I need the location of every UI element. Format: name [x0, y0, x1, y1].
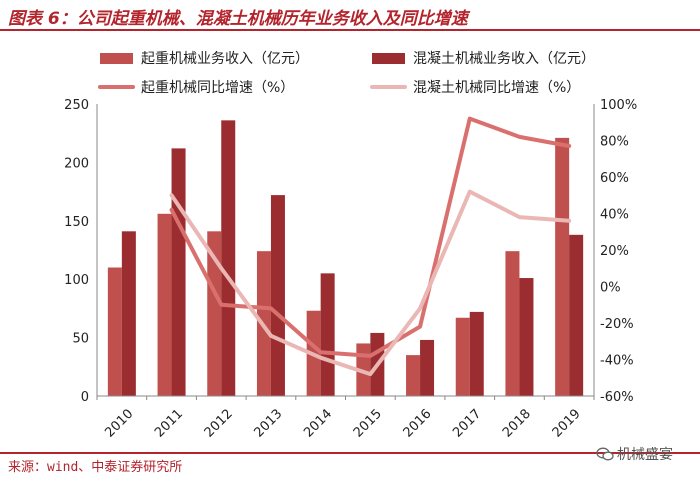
x-tick-label: 2014 [301, 407, 335, 441]
y-left-tick-label: 100 [64, 273, 89, 288]
source-note: 来源：wind、中泰证券研究所 [8, 460, 183, 475]
footer-rule [0, 452, 700, 454]
line-crane-growth [169, 116, 572, 358]
bar-crane-2019 [555, 137, 570, 396]
line-layer [169, 116, 572, 377]
bar-crane-2017 [455, 317, 470, 396]
bar-concrete-2016 [420, 339, 435, 396]
bar-concrete-2013 [270, 195, 285, 396]
bar-concrete-2018 [519, 278, 534, 396]
bar-concrete-2014 [320, 273, 335, 396]
x-tick-label: 2013 [251, 407, 285, 441]
bar-concrete-2011 [171, 148, 186, 396]
y-right-tick-label: 60% [600, 171, 629, 186]
x-tick-label: 2012 [202, 407, 236, 441]
y-left-tick-label: 50 [72, 332, 89, 347]
legend-label: 起重机械业务收入（亿元） [141, 51, 309, 67]
x-tick-label: 2019 [550, 407, 584, 441]
y-right-tick-label: 20% [600, 244, 629, 259]
y-right-tick-label: 100% [600, 98, 637, 113]
y-left-tick-label: 0 [81, 390, 89, 405]
bar-crane-2018 [505, 251, 520, 396]
legend-swatch-bar [100, 53, 133, 64]
y-right-tick-label: 80% [600, 135, 629, 150]
y-right-tick-label: -60% [600, 390, 634, 405]
x-tick-label: 2015 [351, 407, 385, 441]
bar-concrete-2010 [121, 231, 136, 396]
chart-title: 图表 6：公司起重机械、混凝土机械历年业务收入及同比增速 [8, 9, 468, 29]
title-rule [0, 29, 700, 31]
y-right-tick-label: 40% [600, 208, 629, 223]
line-concrete-growth [169, 189, 572, 377]
legend-label: 混凝土机械同比增速（%） [413, 80, 580, 96]
bar-concrete-2012 [221, 120, 236, 397]
axes-layer: 0 50 100 150 200 250 -60% -40% -20% 0% 20% 40% 60% 80… [64, 98, 637, 441]
x-tick-label: 2011 [152, 407, 186, 441]
bar-crane-2010 [107, 267, 122, 396]
x-tick-label: 2010 [102, 407, 136, 441]
y-right-tick-label: -40% [600, 354, 634, 369]
y-right-tick-label: 0% [600, 281, 621, 296]
x-tick-label: 2017 [450, 407, 484, 441]
y-left-tick-label: 150 [64, 215, 89, 230]
watermark: 机械盛宴 [596, 444, 673, 464]
legend-swatch-bar [372, 53, 405, 64]
bar-concrete-2019 [569, 234, 584, 396]
bar-concrete-2017 [469, 311, 484, 396]
y-left-tick-label: 250 [64, 98, 89, 113]
legend-label: 混凝土机械业务收入（亿元） [413, 51, 595, 67]
y-left-tick-label: 200 [64, 156, 89, 171]
bar-crane-2016 [406, 355, 421, 396]
bar-crane-2011 [157, 213, 172, 396]
wechat-icon [596, 447, 614, 461]
legend-label: 起重机械同比增速（%） [141, 80, 294, 96]
legend: 起重机械业务收入（亿元） 混凝土机械业务收入（亿元） 起重机械同比增速（%） 混凝土机… [98, 51, 595, 96]
bar-crane-2012 [207, 231, 222, 396]
watermark-text: 机械盛宴 [617, 447, 673, 463]
x-tick-label: 2018 [500, 407, 534, 441]
x-tick-label: 2016 [401, 407, 435, 441]
y-right-tick-label: -20% [600, 317, 634, 332]
